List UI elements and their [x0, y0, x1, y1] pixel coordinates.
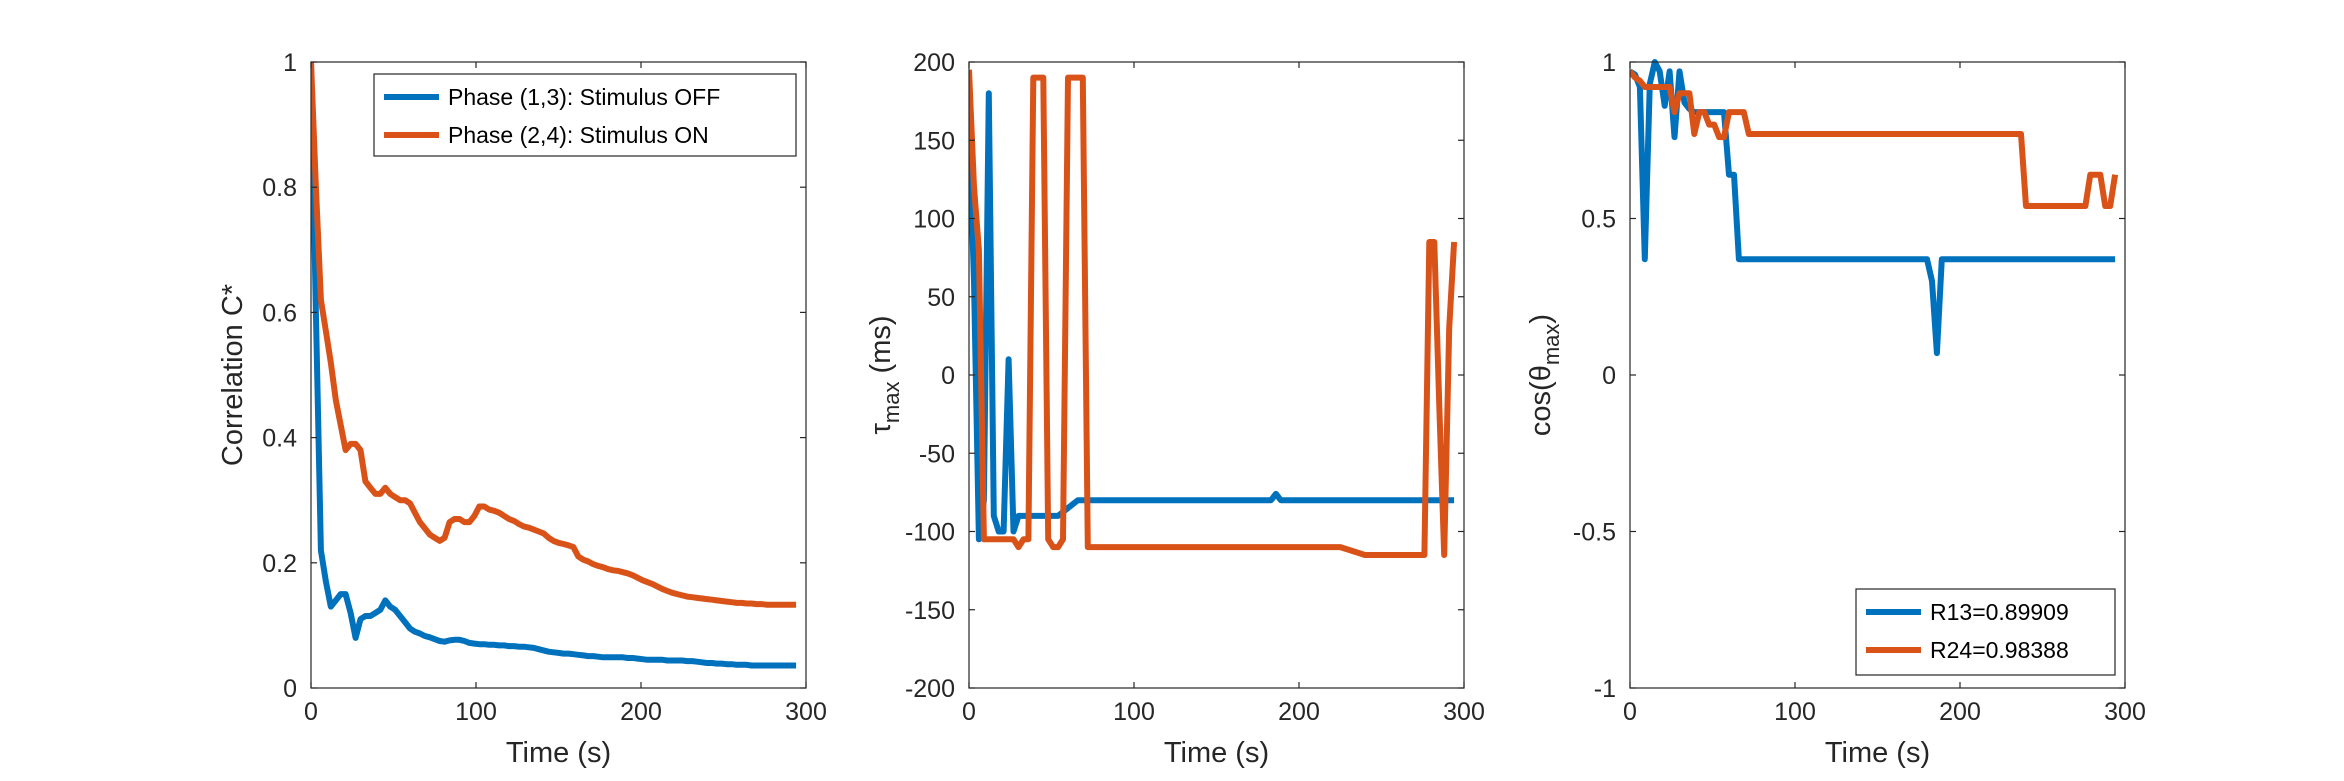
- y-tick-label: -1: [1594, 675, 1616, 703]
- x-tick-label: 100: [455, 698, 497, 726]
- y-tick-label: 0.6: [262, 299, 297, 327]
- y-tick-label: 100: [913, 206, 955, 234]
- x-axis-label: Time (s): [1164, 737, 1269, 769]
- y-tick-label: 1: [283, 49, 297, 77]
- y-axis-label: cos(θmax): [1525, 314, 1564, 436]
- y-tick-label: 0.4: [262, 425, 297, 453]
- y-tick-label: 50: [927, 284, 955, 312]
- series-line-2: [969, 69, 1458, 558]
- subplot-1: 0 100 200 300 0 0.2 0.4 0.6 0.8 1 Time (s) Correlat…: [217, 49, 827, 769]
- x-tick-label: 200: [1278, 698, 1320, 726]
- y-tick-label: 0: [283, 675, 297, 703]
- y-tick-label: 0.2: [262, 550, 297, 578]
- y-tick-label: 0: [941, 362, 955, 390]
- y-tick-label: -200: [905, 675, 955, 703]
- legend-label: R24=0.98388: [1930, 637, 2069, 663]
- subplot-3: 0 100 200 300 -1 -0.5 0 0.5 1 Time (s) cos(θmax) R1…: [1525, 49, 2146, 769]
- subplot-2: 0 100 200 300 -200 -150 -100 -50 0 50 100 150 200 Tim…: [865, 49, 1485, 769]
- legend-label: Phase (2,4): Stimulus ON: [448, 122, 709, 148]
- series-group: [311, 61, 797, 669]
- y-tick-label: -150: [905, 597, 955, 625]
- y-axis-label: Correlation C*: [217, 284, 249, 466]
- x-tick-label: 0: [962, 698, 976, 726]
- x-tick-label: 100: [1774, 698, 1816, 726]
- series-line-1: [311, 61, 797, 669]
- y-axis-label: τmax (ms): [865, 315, 904, 434]
- legend-box: [373, 73, 797, 157]
- y-tick-label: 0.8: [262, 174, 297, 202]
- legend: Phase (1,3): Stimulus OFF Phase (2,4): St…: [373, 73, 797, 157]
- series-group: [969, 69, 1458, 558]
- series-line-2: [1630, 69, 2119, 209]
- y-tick-label: 1: [1602, 49, 1616, 77]
- x-tick-label: 100: [1113, 698, 1155, 726]
- legend-box: [1855, 588, 2116, 676]
- x-axis-label: Time (s): [506, 737, 611, 769]
- y-tick-label: -50: [919, 440, 955, 468]
- x-tick-label: 300: [2104, 698, 2146, 726]
- y-tick-label: 0: [1602, 362, 1616, 390]
- y-tick-label: 200: [913, 49, 955, 77]
- series-line-2: [311, 61, 797, 608]
- x-tick-label: 300: [785, 698, 827, 726]
- series-line-1: [1630, 59, 2116, 357]
- x-tick-label: 300: [1443, 698, 1485, 726]
- y-tick-label: -100: [905, 519, 955, 547]
- legend: R13=0.89909 R24=0.98388: [1855, 588, 2116, 676]
- legend-label: R13=0.89909: [1930, 599, 2069, 625]
- x-tick-label: 200: [620, 698, 662, 726]
- y-tick-label: 150: [913, 127, 955, 155]
- series-group: [1630, 59, 2119, 357]
- x-tick-label: 0: [1623, 698, 1637, 726]
- y-tick-label: -0.5: [1573, 519, 1616, 547]
- x-tick-label: 0: [304, 698, 318, 726]
- legend-label: Phase (1,3): Stimulus OFF: [448, 84, 720, 110]
- y-tick-label: 0.5: [1581, 206, 1616, 234]
- x-axis-label: Time (s): [1825, 737, 1930, 769]
- x-tick-label: 200: [1939, 698, 1981, 726]
- axes-frame: [310, 61, 807, 689]
